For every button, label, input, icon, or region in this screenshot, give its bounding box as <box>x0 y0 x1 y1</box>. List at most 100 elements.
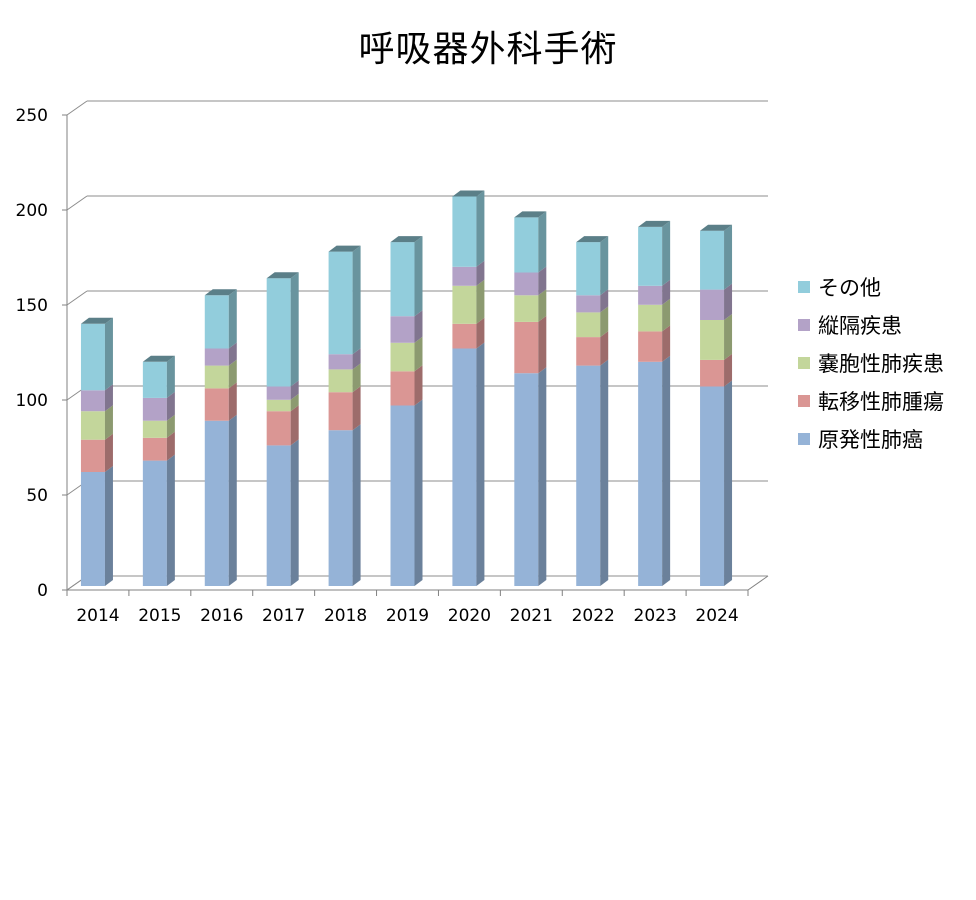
bar-segment <box>700 283 733 320</box>
bar-side <box>600 306 609 338</box>
bar-front <box>638 361 663 586</box>
bar-segment <box>266 393 299 412</box>
bar-segment <box>514 289 547 322</box>
bar-segment <box>204 359 237 389</box>
bar-side <box>290 439 299 586</box>
bar-side <box>476 317 485 349</box>
bar-top <box>328 245 361 252</box>
bar-segment <box>576 306 609 338</box>
bar-front <box>266 445 291 586</box>
bar-front <box>638 304 663 332</box>
bar-segment <box>514 211 547 273</box>
bar-top <box>638 220 671 227</box>
bar-front <box>576 337 601 366</box>
bar-front <box>328 369 353 393</box>
bar-segment <box>80 466 113 586</box>
bar-segment <box>700 353 733 387</box>
legend-label: 嚢胞性肺疾患 <box>818 352 944 376</box>
bar-side <box>662 355 671 586</box>
chart-legend: その他 縦隔疾患 嚢胞性肺疾患 転移性肺腫瘍 原発性肺癌 <box>798 268 973 458</box>
bar-front <box>142 437 167 461</box>
gridline-side <box>66 195 88 211</box>
bar-front <box>452 266 477 286</box>
bar-front <box>576 312 601 338</box>
bar-front <box>700 359 725 387</box>
bar-segment <box>80 433 113 472</box>
bar-segment <box>266 439 299 586</box>
bar-segment <box>328 245 361 355</box>
bar-top <box>142 355 175 362</box>
x-tick-label: 2020 <box>448 606 491 626</box>
bar-side <box>352 424 361 586</box>
bar-front <box>452 348 477 586</box>
legend-label: 転移性肺腫瘍 <box>818 390 944 414</box>
bar-front <box>80 390 105 412</box>
bar-top <box>514 211 547 218</box>
bar-side <box>104 405 113 440</box>
bar-segment <box>700 314 733 360</box>
bar-segment <box>390 336 423 372</box>
bar-segment <box>576 359 609 586</box>
legend-label: その他 <box>818 276 881 300</box>
bar-front <box>266 386 291 400</box>
bar-front <box>390 342 415 372</box>
legend-swatch <box>798 433 810 445</box>
bar-segment <box>514 367 547 586</box>
bar-segment <box>328 363 361 393</box>
bar-segment <box>142 391 175 421</box>
bar-segment <box>452 317 485 349</box>
x-tick-label: 2017 <box>262 606 305 626</box>
chart-title: 呼吸器外科手術 <box>358 29 618 70</box>
bar-front <box>514 295 539 322</box>
bar-side <box>724 224 733 290</box>
bar-side <box>414 399 423 586</box>
bar-front <box>638 331 663 362</box>
bar-front <box>266 411 291 446</box>
bar-front <box>514 373 539 586</box>
bar-segment <box>204 414 237 586</box>
bar-segment <box>266 272 299 387</box>
bar-top <box>266 272 299 279</box>
bar-top <box>390 236 423 243</box>
bar-side <box>228 342 237 366</box>
bar-side <box>228 289 237 349</box>
bar-side <box>228 382 237 421</box>
bar-top <box>204 289 237 296</box>
bar-front <box>80 323 105 391</box>
bar-segment <box>390 399 423 586</box>
legend-item: 縦隔疾患 <box>798 306 973 344</box>
bar-side <box>104 384 113 412</box>
x-tick-label: 2023 <box>634 606 677 626</box>
bar-side <box>166 414 175 438</box>
bar-segment <box>514 315 547 374</box>
bar-front <box>204 348 229 366</box>
bar-segment <box>328 386 361 431</box>
x-tick-label: 2014 <box>76 606 119 626</box>
bar-front <box>390 405 415 586</box>
bar-segment <box>452 279 485 324</box>
bar-segment <box>452 260 485 286</box>
legend-label: 縦隔疾患 <box>818 314 902 338</box>
bar-front <box>700 320 725 360</box>
bar-segment <box>576 289 609 313</box>
bar-segment <box>700 380 733 586</box>
x-tick-label: 2018 <box>324 606 367 626</box>
y-tick-label: 200 <box>16 201 48 221</box>
bar-front <box>204 388 229 421</box>
bar-front <box>700 386 725 586</box>
bar-front <box>266 278 291 387</box>
bar-side <box>414 310 423 343</box>
bar-front <box>328 430 353 586</box>
bar-segment <box>266 380 299 400</box>
bar-front <box>328 392 353 431</box>
bar-front <box>80 439 105 472</box>
bar-front <box>204 365 229 389</box>
bar-front <box>452 285 477 324</box>
bar-front <box>514 321 539 374</box>
bar-front <box>390 242 415 317</box>
bar-side <box>538 211 547 273</box>
bar-side <box>352 348 361 370</box>
bar-side <box>538 266 547 296</box>
bar-front <box>514 272 539 296</box>
bar-front <box>142 397 167 421</box>
